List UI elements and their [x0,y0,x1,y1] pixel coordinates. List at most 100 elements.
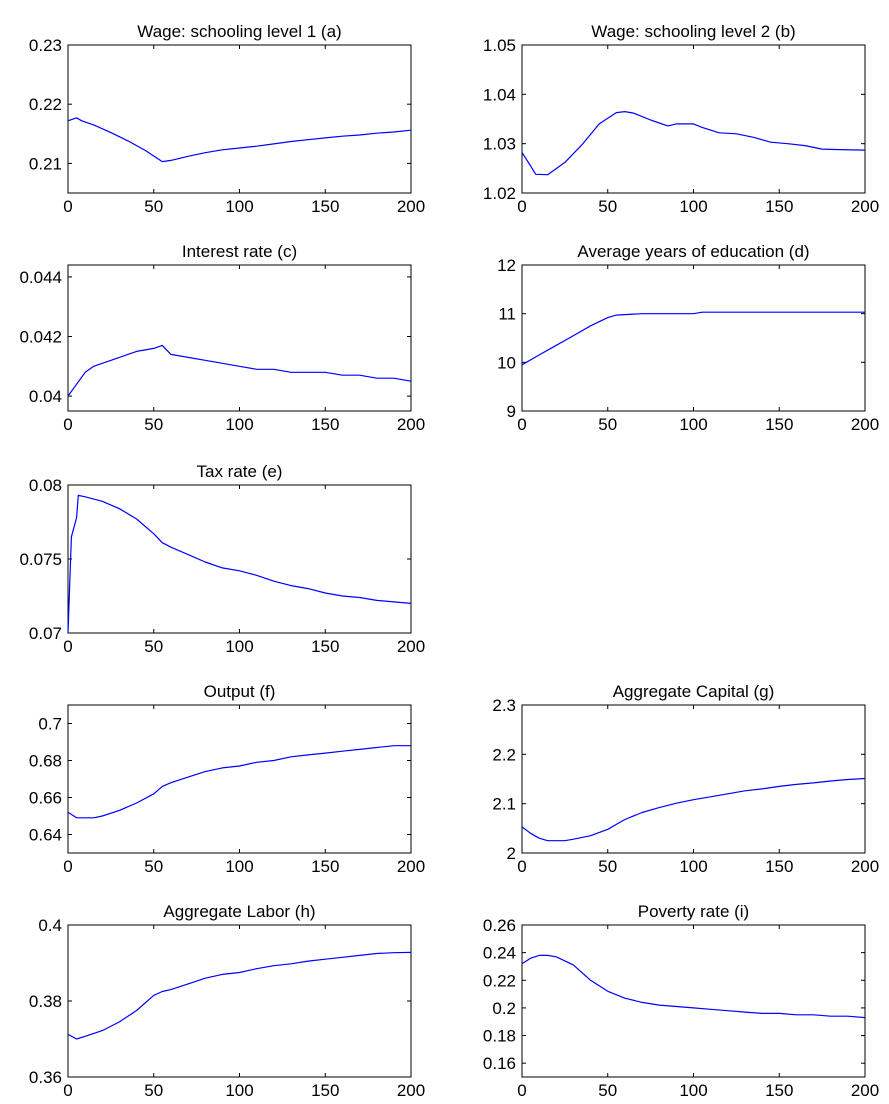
x-tick-label: 0 [63,637,72,656]
axes-frame [67,264,412,412]
x-tick-label: 150 [311,857,339,876]
x-tick-label: 50 [598,197,617,216]
chart-title: Average years of education (d) [577,242,809,261]
chart-title: Wage: schooling level 2 (b) [591,22,795,41]
x-tick-label: 0 [63,1081,72,1100]
x-tick-label: 150 [765,197,793,216]
x-tick-label: 0 [63,415,72,434]
x-tick-label: 200 [397,857,425,876]
x-tick-label: 150 [311,637,339,656]
x-tick-label: 200 [397,415,425,434]
subplot-2: Interest rate (c) 0 50 100 150 200 0.04 0.042 0.… [19,242,425,434]
y-tick-label: 2.1 [492,795,516,814]
x-tick-label: 200 [851,857,879,876]
chart-title: Tax rate (e) [197,462,283,481]
y-tick-label: 1.03 [483,135,516,154]
y-tick-label: 0.22 [29,95,62,114]
y-tick-label: 0.07 [29,624,62,643]
x-tick-label: 150 [311,415,339,434]
y-tick-label: 0.66 [29,789,62,808]
series-line [521,777,866,842]
y-tick-label: 1.02 [483,184,516,203]
x-tick-label: 200 [851,415,879,434]
subplot-0: Wage: schooling level 1 (a) 0 50 100 150 200 0… [29,22,425,216]
x-tick-label: 100 [679,197,707,216]
x-tick-label: 100 [225,197,253,216]
chart-title: Aggregate Labor (h) [163,902,315,921]
y-tick-label: 0.4 [38,916,62,935]
axes-frame [67,704,412,854]
x-tick-label: 100 [225,857,253,876]
y-tick-label: 2.3 [492,696,516,715]
chart-title: Aggregate Capital (g) [613,682,775,701]
y-tick-label: 0.68 [29,752,62,771]
chart-title: Poverty rate (i) [638,902,749,921]
x-tick-label: 0 [63,197,72,216]
y-tick-label: 0.23 [29,36,62,55]
y-tick-label: 0.36 [29,1068,62,1087]
x-tick-label: 200 [851,197,879,216]
y-tick-label: 1.04 [483,85,516,104]
x-tick-label: 0 [517,197,526,216]
x-tick-label: 0 [63,857,72,876]
chart-title: Interest rate (c) [182,242,297,261]
x-tick-label: 150 [765,415,793,434]
y-tick-label: 0.044 [19,268,62,287]
x-tick-label: 200 [397,197,425,216]
x-tick-label: 50 [144,197,163,216]
subplot-7: Aggregate Labor (h) 0 50 100 150 200 0.36 0.38 0… [29,902,425,1100]
x-tick-label: 50 [144,1081,163,1100]
subplot-4: Tax rate (e) 0 50 100 150 200 0.07 0.075 0.08 [19,462,425,656]
series-line [521,954,866,1019]
x-tick-label: 150 [765,1081,793,1100]
subplot-8: Poverty rate (i) 0 50 100 150 200 0.16 0.18 0.2 0… [483,902,879,1100]
series-line [67,745,411,819]
x-tick-label: 0 [517,857,526,876]
x-tick-label: 200 [397,637,425,656]
series-line [521,110,866,176]
x-tick-label: 100 [679,857,707,876]
subplot-3: Average years of education (d) 0 50 100 150 2… [497,242,879,434]
y-tick-label: 2 [507,844,516,863]
y-tick-label: 2.2 [492,745,516,764]
y-tick-label: 0.08 [29,476,62,495]
subplot-1: Wage: schooling level 2 (b) 0 50 100 150 200 1… [483,22,879,216]
y-tick-label: 0.2 [492,999,516,1018]
x-tick-label: 50 [598,1081,617,1100]
chart-title: Wage: schooling level 1 (a) [137,22,341,41]
series-line [67,117,412,163]
x-tick-label: 50 [144,637,163,656]
x-tick-label: 0 [517,1081,526,1100]
axes-frame [67,44,412,194]
y-tick-label: 10 [497,353,516,372]
series-line [67,344,412,397]
x-tick-label: 50 [144,415,163,434]
axes-frame [521,924,866,1078]
x-tick-label: 200 [397,1081,425,1100]
x-tick-label: 150 [311,197,339,216]
y-tick-label: 1.05 [483,36,516,55]
subplot-5: Output (f) 0 50 100 150 200 0.64 0.66 0.68 0.7 [29,682,425,876]
y-tick-label: 0.16 [483,1054,516,1073]
y-tick-label: 0.075 [19,550,62,569]
y-tick-label: 0.22 [483,971,516,990]
y-tick-label: 0.21 [29,154,62,173]
series-line [67,494,412,634]
series-line [521,311,865,366]
y-tick-label: 0.042 [19,328,62,347]
y-tick-label: 11 [498,305,516,324]
x-tick-label: 100 [225,1081,253,1100]
x-tick-label: 100 [225,637,253,656]
axes-frame [521,704,866,854]
series-line [67,951,412,1040]
axes-frame [67,924,412,1078]
x-tick-label: 50 [598,857,617,876]
x-tick-label: 100 [679,1081,707,1100]
y-tick-label: 0.64 [29,826,62,845]
subplot-6: Aggregate Capital (g) 0 50 100 150 200 2 2.1 2.2… [492,682,879,876]
y-tick-label: 0.26 [483,916,516,935]
y-tick-label: 0.18 [483,1027,516,1046]
x-tick-label: 100 [225,415,253,434]
x-tick-label: 50 [144,857,163,876]
